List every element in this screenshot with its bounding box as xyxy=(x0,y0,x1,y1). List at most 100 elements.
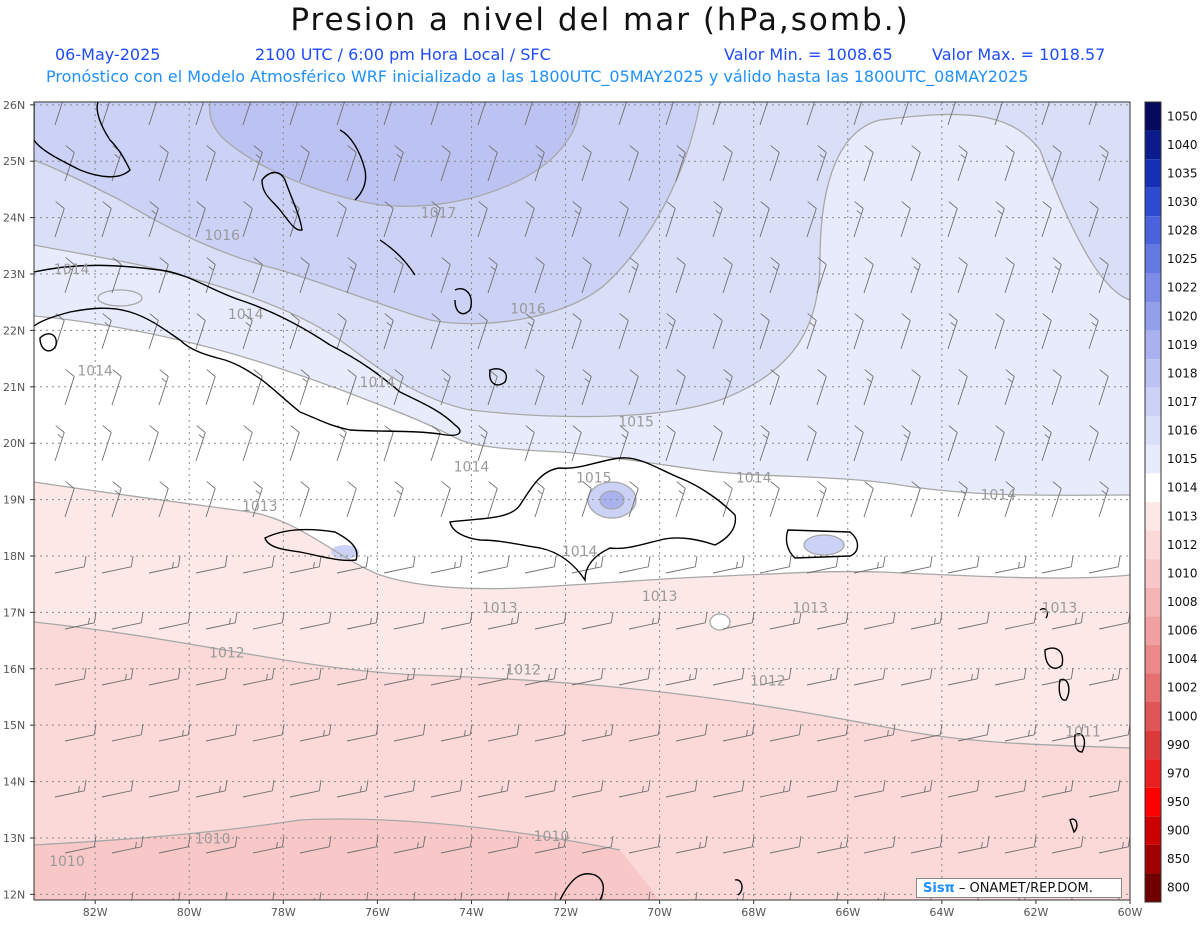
wind-barb xyxy=(534,369,545,406)
wind-barb xyxy=(131,891,134,900)
wind-barb xyxy=(618,201,629,238)
lat-label-14N: 14N xyxy=(3,776,25,789)
wind-barb xyxy=(524,102,533,126)
wind-barb xyxy=(487,723,520,742)
wind-barb xyxy=(816,145,827,182)
wind-barb xyxy=(336,201,347,238)
forecast-time: 2100 UTC / 6:00 pm Hora Local / SFC xyxy=(255,45,551,64)
wind-barb xyxy=(393,611,426,630)
wind-barb xyxy=(313,891,322,900)
lat-label-19N: 19N xyxy=(3,494,25,507)
colorbar-label-1008: 1008 xyxy=(1167,595,1198,609)
wind-barb xyxy=(665,555,698,574)
wind-barb xyxy=(769,481,780,518)
isobar-labels: 1016 1017 1014 1014 1016 1014 1014 1015 1014 1015… xyxy=(49,206,1101,871)
wind-barb xyxy=(853,779,886,798)
colorbar-label-1017: 1017 xyxy=(1167,395,1198,409)
wind-barb xyxy=(54,779,87,798)
pressure-band-1017 xyxy=(209,102,580,207)
wind-barb xyxy=(675,835,708,854)
colorbar-swatch-900 xyxy=(1145,816,1161,845)
wind-barb xyxy=(900,555,933,574)
wind-barb xyxy=(454,891,463,900)
lat-label-25N: 25N xyxy=(3,155,25,168)
wind-barb xyxy=(947,313,958,350)
colorbar-swatch-1018 xyxy=(1145,359,1161,388)
wind-barb xyxy=(252,611,285,630)
wind-barb xyxy=(957,611,990,630)
wind-barb xyxy=(477,425,488,462)
wind-barb xyxy=(366,891,369,900)
wind-barb xyxy=(900,667,933,686)
lon-label-68W: 68W xyxy=(741,906,766,919)
wind-barb xyxy=(863,723,896,742)
wind-barb xyxy=(487,481,498,518)
colorbar-swatch-850 xyxy=(1145,844,1161,874)
wind-barb xyxy=(853,425,864,462)
wind-barb xyxy=(111,257,122,294)
wind-barb xyxy=(299,723,332,742)
isobar-label-18: 1012 xyxy=(209,645,245,661)
wind-barb xyxy=(806,555,839,574)
colorbar-label-850: 850 xyxy=(1167,852,1190,866)
wind-barb xyxy=(524,555,557,574)
coastline-bahamas-south xyxy=(454,288,472,315)
colorbar-label-1002: 1002 xyxy=(1167,681,1198,695)
wind-barb xyxy=(299,481,310,518)
wind-barb xyxy=(816,369,827,406)
colorbar-label-950: 950 xyxy=(1167,795,1190,809)
wind-barb xyxy=(816,723,849,742)
wind-barb xyxy=(477,779,510,798)
wind-barb xyxy=(158,145,169,182)
wind-barb xyxy=(1004,723,1037,742)
credit-box: Sisπ – ONAMET/REP.DOM. xyxy=(916,878,1122,898)
isobar-label-5: 1014 xyxy=(77,364,113,380)
wind-barb xyxy=(769,369,780,406)
wind-barb xyxy=(101,201,112,238)
wind-barb xyxy=(618,425,629,462)
wind-barb xyxy=(581,145,592,182)
wind-barb xyxy=(1051,723,1084,742)
wind-barb xyxy=(1088,667,1121,686)
wind-barb xyxy=(477,201,488,238)
wind-barb xyxy=(205,723,238,742)
colorbar-label-1015: 1015 xyxy=(1167,452,1198,466)
wind-barb xyxy=(111,835,144,854)
wind-barb xyxy=(994,102,1003,126)
wind-barb xyxy=(994,425,1005,462)
longitude-axis: 82W 80W 78W 76W 74W 72W 70W 68W 66W 64W 62W 60W xyxy=(83,900,1143,919)
colorbar-label-1016: 1016 xyxy=(1167,424,1198,438)
colorbar-swatch-970 xyxy=(1145,759,1161,788)
colorbar-swatch-1002 xyxy=(1145,673,1161,702)
wind-barb xyxy=(648,891,651,900)
wind-barb xyxy=(712,667,745,686)
wind-barb xyxy=(853,313,864,350)
wind-barb xyxy=(158,723,191,742)
wind-barb xyxy=(722,369,733,406)
wind-barb xyxy=(440,257,451,294)
wind-barb xyxy=(524,425,535,462)
wind-barb xyxy=(722,835,755,854)
wind-barb xyxy=(383,102,392,126)
isobar-label-17: 1013 xyxy=(1042,600,1078,616)
wind-barb xyxy=(440,481,451,518)
wind-barb xyxy=(524,779,557,798)
wind-barb xyxy=(524,201,535,238)
wind-barb xyxy=(440,145,451,182)
colorbar-label-990: 990 xyxy=(1167,738,1190,752)
wind-barb xyxy=(393,481,404,518)
wind-barb xyxy=(1051,257,1062,294)
wind-barb xyxy=(816,481,827,518)
wind-barb xyxy=(430,779,463,798)
wind-barb xyxy=(722,611,755,630)
lon-label-82W: 82W xyxy=(83,906,108,919)
wind-barb xyxy=(675,611,708,630)
wind-barb xyxy=(957,835,990,854)
wind-barb xyxy=(346,369,357,406)
lon-label-66W: 66W xyxy=(835,906,860,919)
lon-label-72W: 72W xyxy=(553,906,578,919)
wind-barb xyxy=(225,891,228,900)
colorbar-swatch-1035 xyxy=(1145,159,1161,188)
wind-barb xyxy=(863,145,874,182)
wind-barb xyxy=(299,369,310,406)
